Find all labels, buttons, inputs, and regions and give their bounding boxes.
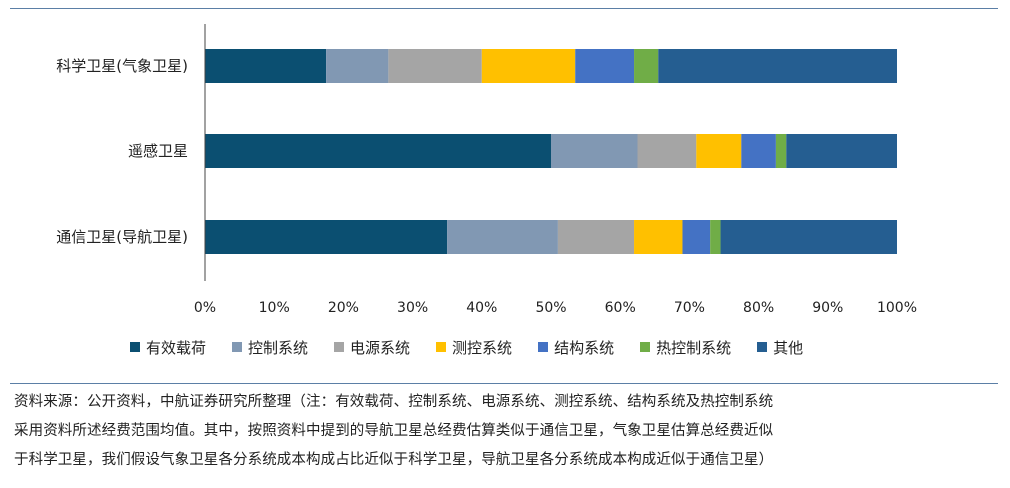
- bar-segment: [388, 49, 482, 83]
- legend-swatch: [538, 342, 549, 352]
- source-note-line-2: 采用资料所述经费范围均值。其中，按照资料中提到的导航卫星总经费估算类似于通信卫星…: [14, 423, 774, 439]
- chart-legend: 有效载荷 控制系统 电源系统 测控系统 结构系统 热控制系统 其他: [130, 336, 829, 358]
- x-tick-label: 60%: [605, 300, 636, 316]
- legend-swatch: [436, 342, 447, 352]
- x-tick-label: 30%: [397, 300, 428, 316]
- category-label: 科学卫星(气象卫星): [56, 57, 188, 75]
- legend-swatch: [130, 342, 140, 352]
- x-tick-label: 90%: [812, 300, 843, 316]
- x-tick-label: 10%: [259, 300, 290, 316]
- bar-segment: [205, 49, 327, 83]
- legend-label: 测控系统: [452, 338, 513, 357]
- bar-segment: [551, 134, 638, 168]
- bar-segment: [720, 220, 897, 254]
- category-label: 通信卫星(导航卫星): [56, 228, 188, 246]
- bar-segment: [205, 134, 551, 168]
- x-tick-label: 0%: [194, 300, 216, 316]
- source-note: 资料来源：公开资料，中航证券研究所整理（注：有效载荷、控制系统、电源系统、测控系…: [14, 388, 989, 475]
- bar-segment: [710, 220, 721, 254]
- bar-segment: [575, 49, 635, 83]
- bar-segment: [634, 220, 683, 254]
- legend-label: 热控制系统: [656, 338, 732, 357]
- x-tick-label: 40%: [466, 300, 497, 316]
- legend-item: 其他: [757, 337, 803, 358]
- source-note-line-3: 于科学卫星，我们假设气象卫星各分系统成本构成占比近似于科学卫星，导航卫星各分系统…: [14, 452, 774, 468]
- top-rule: [10, 8, 998, 9]
- legend-swatch: [232, 342, 243, 352]
- legend-swatch: [757, 342, 768, 352]
- x-tick-label: 70%: [674, 300, 705, 316]
- legend-item: 结构系统: [538, 337, 614, 358]
- category-label: 遥感卫星: [128, 142, 188, 160]
- bar-segment: [637, 134, 697, 168]
- legend-label: 控制系统: [248, 338, 309, 357]
- legend-item: 控制系统: [232, 337, 308, 358]
- bar-segment: [741, 134, 776, 168]
- bar-segment: [557, 220, 635, 254]
- legend-swatch: [334, 342, 345, 352]
- legend-swatch: [640, 342, 651, 352]
- bar-segment: [786, 134, 897, 168]
- bar-segment: [658, 49, 897, 83]
- legend-item: 电源系统: [334, 337, 410, 358]
- x-tick-label: 80%: [743, 300, 774, 316]
- bar-segment: [775, 134, 787, 168]
- bar-segment: [634, 49, 659, 83]
- legend-label: 电源系统: [350, 338, 411, 357]
- legend-item: 热控制系统: [640, 337, 731, 358]
- bar-segment: [447, 220, 558, 254]
- bar-segment: [682, 220, 711, 254]
- legend-label: 有效载荷: [146, 338, 207, 357]
- legend-label: 结构系统: [554, 338, 615, 357]
- source-note-line-1: 资料来源：公开资料，中航证券研究所整理（注：有效载荷、控制系统、电源系统、测控系…: [14, 394, 774, 410]
- x-tick-label: 20%: [328, 300, 359, 316]
- x-tick-label: 50%: [535, 300, 566, 316]
- legend-label: 其他: [773, 338, 804, 357]
- bar-segment: [205, 220, 448, 254]
- x-tick-label: 100%: [877, 300, 917, 316]
- bar-segment: [696, 134, 742, 168]
- bar-segment: [481, 49, 576, 83]
- bottom-rule: [10, 383, 998, 384]
- legend-item: 测控系统: [436, 337, 512, 358]
- bar-segment: [326, 49, 389, 83]
- legend-item: 有效载荷: [130, 337, 206, 358]
